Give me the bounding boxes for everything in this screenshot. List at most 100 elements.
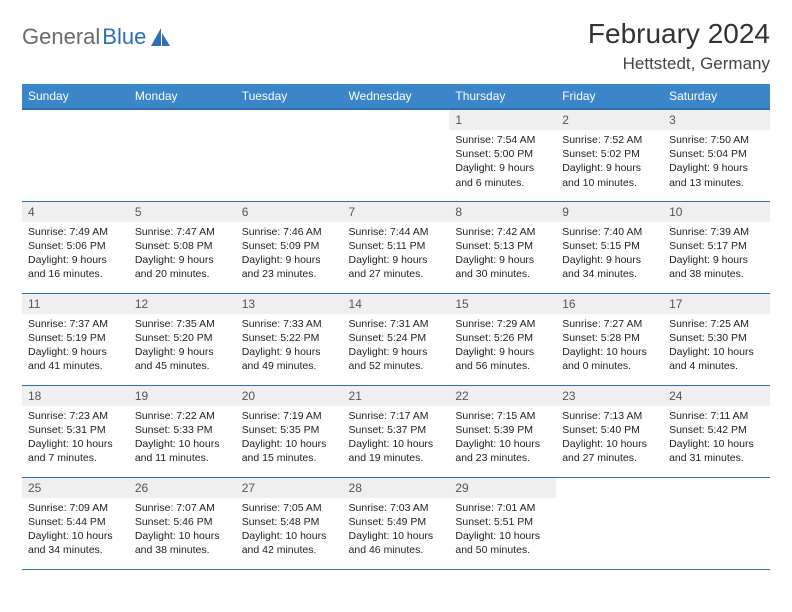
calendar-cell: 18Sunrise: 7:23 AMSunset: 5:31 PMDayligh… xyxy=(22,385,129,477)
empty-day xyxy=(663,478,770,498)
sunrise-line: Sunrise: 7:13 AM xyxy=(562,409,657,423)
calendar-cell: 23Sunrise: 7:13 AMSunset: 5:40 PMDayligh… xyxy=(556,385,663,477)
day-number: 21 xyxy=(343,386,450,406)
daylight-label: Daylight: xyxy=(28,530,69,542)
calendar-cell xyxy=(556,477,663,569)
sunrise-label: Sunrise: xyxy=(349,226,388,238)
calendar-cell: 5Sunrise: 7:47 AMSunset: 5:08 PMDaylight… xyxy=(129,201,236,293)
daylight-label: Daylight: xyxy=(349,438,390,450)
daylight-label: Daylight: xyxy=(349,530,390,542)
sunset-value: 5:06 PM xyxy=(67,240,106,252)
day-number: 13 xyxy=(236,294,343,314)
sunrise-label: Sunrise: xyxy=(455,502,494,514)
sunset-line: Sunset: 5:20 PM xyxy=(135,331,230,345)
sunrise-value: 7:54 AM xyxy=(497,134,536,146)
day-number: 10 xyxy=(663,202,770,222)
sunset-line: Sunset: 5:24 PM xyxy=(349,331,444,345)
daylight-label: Daylight: xyxy=(28,254,69,266)
sunrise-line: Sunrise: 7:52 AM xyxy=(562,133,657,147)
sunset-line: Sunset: 5:48 PM xyxy=(242,515,337,529)
day-number: 6 xyxy=(236,202,343,222)
calendar-cell: 28Sunrise: 7:03 AMSunset: 5:49 PMDayligh… xyxy=(343,477,450,569)
sunrise-line: Sunrise: 7:31 AM xyxy=(349,317,444,331)
sunrise-line: Sunrise: 7:03 AM xyxy=(349,501,444,515)
sunset-line: Sunset: 5:51 PM xyxy=(455,515,550,529)
day-number: 28 xyxy=(343,478,450,498)
day-details: Sunrise: 7:11 AMSunset: 5:42 PMDaylight:… xyxy=(663,406,770,472)
sunset-line: Sunset: 5:15 PM xyxy=(562,239,657,253)
day-details: Sunrise: 7:15 AMSunset: 5:39 PMDaylight:… xyxy=(449,406,556,472)
calendar-cell: 11Sunrise: 7:37 AMSunset: 5:19 PMDayligh… xyxy=(22,293,129,385)
sunset-value: 5:24 PM xyxy=(387,332,426,344)
sunrise-line: Sunrise: 7:46 AM xyxy=(242,225,337,239)
daylight-label: Daylight: xyxy=(242,530,283,542)
calendar-cell: 26Sunrise: 7:07 AMSunset: 5:46 PMDayligh… xyxy=(129,477,236,569)
sunset-value: 5:04 PM xyxy=(708,148,747,160)
location: Hettstedt, Germany xyxy=(588,54,770,74)
sunset-label: Sunset: xyxy=(135,516,171,528)
day-details: Sunrise: 7:47 AMSunset: 5:08 PMDaylight:… xyxy=(129,222,236,288)
daylight-line: Daylight: 9 hours and 27 minutes. xyxy=(349,253,444,281)
sunset-value: 5:22 PM xyxy=(280,332,319,344)
day-number: 26 xyxy=(129,478,236,498)
sunset-line: Sunset: 5:00 PM xyxy=(455,147,550,161)
sunset-value: 5:15 PM xyxy=(601,240,640,252)
calendar-cell: 15Sunrise: 7:29 AMSunset: 5:26 PMDayligh… xyxy=(449,293,556,385)
day-number: 16 xyxy=(556,294,663,314)
sunrise-line: Sunrise: 7:15 AM xyxy=(455,409,550,423)
sunset-label: Sunset: xyxy=(349,332,385,344)
sunrise-label: Sunrise: xyxy=(669,226,708,238)
sunrise-value: 7:27 AM xyxy=(604,318,643,330)
day-details: Sunrise: 7:29 AMSunset: 5:26 PMDaylight:… xyxy=(449,314,556,380)
day-number: 25 xyxy=(22,478,129,498)
sunrise-line: Sunrise: 7:54 AM xyxy=(455,133,550,147)
sunset-value: 5:44 PM xyxy=(67,516,106,528)
sunset-label: Sunset: xyxy=(455,148,491,160)
sunset-label: Sunset: xyxy=(242,240,278,252)
sunrise-value: 7:40 AM xyxy=(604,226,643,238)
sunrise-line: Sunrise: 7:47 AM xyxy=(135,225,230,239)
calendar-cell: 27Sunrise: 7:05 AMSunset: 5:48 PMDayligh… xyxy=(236,477,343,569)
day-number: 14 xyxy=(343,294,450,314)
daylight-label: Daylight: xyxy=(135,438,176,450)
daylight-label: Daylight: xyxy=(669,438,710,450)
sunrise-label: Sunrise: xyxy=(135,502,174,514)
brand-part2: Blue xyxy=(102,24,146,50)
sunset-line: Sunset: 5:39 PM xyxy=(455,423,550,437)
daylight-line: Daylight: 9 hours and 34 minutes. xyxy=(562,253,657,281)
sunset-value: 5:28 PM xyxy=(601,332,640,344)
daylight-line: Daylight: 10 hours and 34 minutes. xyxy=(28,529,123,557)
calendar-cell: 3Sunrise: 7:50 AMSunset: 5:04 PMDaylight… xyxy=(663,109,770,201)
sunset-value: 5:37 PM xyxy=(387,424,426,436)
day-details: Sunrise: 7:46 AMSunset: 5:09 PMDaylight:… xyxy=(236,222,343,288)
daylight-line: Daylight: 10 hours and 15 minutes. xyxy=(242,437,337,465)
day-details: Sunrise: 7:52 AMSunset: 5:02 PMDaylight:… xyxy=(556,130,663,196)
sunset-value: 5:09 PM xyxy=(280,240,319,252)
daylight-line: Daylight: 10 hours and 27 minutes. xyxy=(562,437,657,465)
sunset-label: Sunset: xyxy=(669,148,705,160)
sunrise-line: Sunrise: 7:50 AM xyxy=(669,133,764,147)
sunset-line: Sunset: 5:11 PM xyxy=(349,239,444,253)
daylight-label: Daylight: xyxy=(455,346,496,358)
calendar-cell: 9Sunrise: 7:40 AMSunset: 5:15 PMDaylight… xyxy=(556,201,663,293)
sunset-line: Sunset: 5:37 PM xyxy=(349,423,444,437)
sunrise-label: Sunrise: xyxy=(669,410,708,422)
day-number: 12 xyxy=(129,294,236,314)
sunrise-line: Sunrise: 7:42 AM xyxy=(455,225,550,239)
day-number: 2 xyxy=(556,110,663,130)
brand-logo: GeneralBlue xyxy=(22,18,172,50)
calendar-cell: 4Sunrise: 7:49 AMSunset: 5:06 PMDaylight… xyxy=(22,201,129,293)
day-number: 3 xyxy=(663,110,770,130)
sunrise-value: 7:50 AM xyxy=(711,134,750,146)
sunset-value: 5:17 PM xyxy=(708,240,747,252)
sunrise-value: 7:19 AM xyxy=(283,410,322,422)
calendar-cell: 21Sunrise: 7:17 AMSunset: 5:37 PMDayligh… xyxy=(343,385,450,477)
sunset-label: Sunset: xyxy=(669,424,705,436)
daylight-line: Daylight: 9 hours and 10 minutes. xyxy=(562,161,657,189)
sunrise-label: Sunrise: xyxy=(669,318,708,330)
calendar-cell: 17Sunrise: 7:25 AMSunset: 5:30 PMDayligh… xyxy=(663,293,770,385)
sunrise-value: 7:07 AM xyxy=(176,502,215,514)
day-details: Sunrise: 7:42 AMSunset: 5:13 PMDaylight:… xyxy=(449,222,556,288)
sunrise-line: Sunrise: 7:07 AM xyxy=(135,501,230,515)
daylight-label: Daylight: xyxy=(242,438,283,450)
